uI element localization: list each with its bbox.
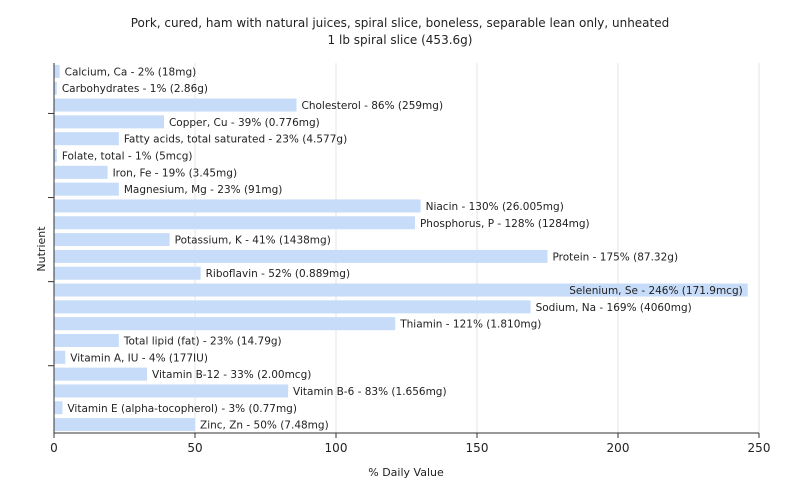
bar [54,350,66,364]
bar [54,64,60,78]
bars: Calcium, Ca - 2% (18mg) Carbohydrates - 1… [54,64,748,432]
bar [54,165,108,179]
bar-label: Zinc, Zn - 50% (7.48mg) [200,420,329,432]
bar [54,132,119,146]
bar [54,384,289,398]
bar-label: Vitamin B-6 - 83% (1.656mg) [293,386,447,398]
chart-subtitle: 1 lb spiral slice (453.6g) [328,33,473,47]
bar-label: Vitamin E (alpha-tocopherol) - 3% (0.77m… [67,403,297,415]
bar [54,216,415,230]
bar [54,317,396,331]
bar-label: Vitamin B-12 - 33% (2.00mcg) [152,369,311,381]
bar-label: Copper, Cu - 39% (0.776mg) [169,117,320,129]
x-tick-label: 150 [466,441,489,455]
bar [54,182,119,196]
bar-label: Carbohydrates - 1% (2.86g) [62,83,208,95]
bar-label: Niacin - 130% (26.005mg) [426,201,564,213]
x-axis-title: % Daily Value [368,466,444,479]
bar-label: Riboflavin - 52% (0.889mg) [206,268,350,280]
bar-label: Vitamin A, IU - 4% (177IU) [70,352,208,364]
bar [54,418,195,432]
bar [54,300,531,314]
chart-title: Pork, cured, ham with natural juices, sp… [131,16,670,30]
bar [54,115,164,129]
x-tick-label: 200 [607,441,630,455]
bar-label: Thiamin - 121% (1.810mg) [399,319,541,331]
bar-label: Magnesium, Mg - 23% (91mg) [124,184,283,196]
bar [54,334,119,347]
x-tick-label: 50 [187,441,202,455]
bar [54,81,57,95]
bar-label: Selenium, Se - 246% (171.9mcg) [569,285,743,297]
x-tick-label: 0 [50,441,58,455]
bar [54,233,170,247]
grid-lines [194,63,760,433]
x-tick-label: 100 [325,441,348,455]
bar [54,98,297,112]
bar-label: Sodium, Na - 169% (4060mg) [536,302,692,314]
bar [54,283,748,297]
bar-label: Total lipid (fat) - 23% (14.79g) [123,336,282,348]
bar [54,249,548,263]
bar [54,266,201,280]
bar-label: Fatty acids, total saturated - 23% (4.57… [124,134,347,146]
bar-label: Phosphorus, P - 128% (1284mg) [420,218,590,230]
bar-label: Cholesterol - 86% (259mg) [302,100,444,112]
bar-label: Folate, total - 1% (5mcg) [62,151,193,163]
x-tick-label: 250 [748,441,771,455]
bar [54,199,421,213]
axes: 0 50 100 150 200 250 [48,63,770,455]
bar [54,401,63,415]
y-axis-title: Nutrient [35,226,48,272]
bar-label: Calcium, Ca - 2% (18mg) [65,66,197,78]
bar-label: Iron, Fe - 19% (3.45mg) [113,167,237,179]
bar-label: Potassium, K - 41% (1438mg) [175,235,331,247]
bar [54,149,57,162]
bar [54,367,148,381]
bar-label: Protein - 175% (87.32g) [553,251,679,263]
